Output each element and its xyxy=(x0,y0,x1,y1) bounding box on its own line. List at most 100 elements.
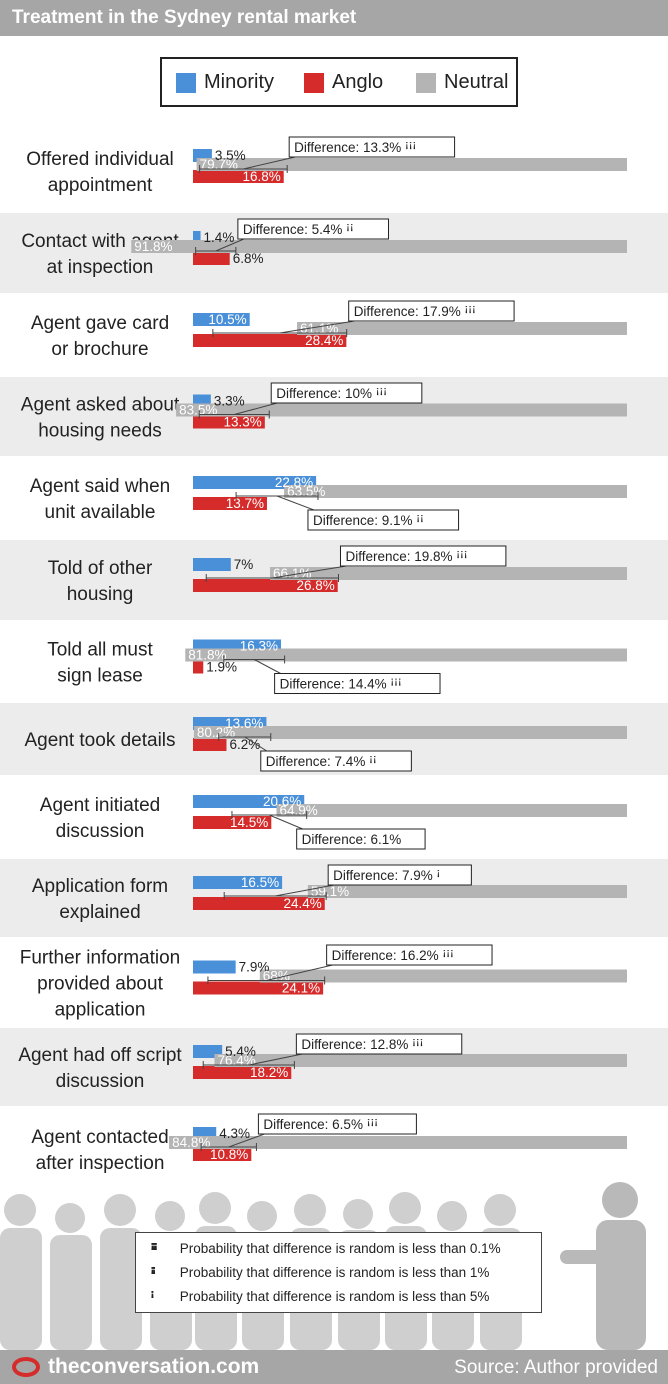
label-minority: 4.3% xyxy=(219,1126,250,1141)
category-label: discussion xyxy=(56,1071,145,1092)
category-label: Agent said when xyxy=(30,476,171,497)
key-text: Probability that difference is random is… xyxy=(179,1289,490,1304)
pin-icon-single: ꜟ xyxy=(150,1288,155,1304)
label-anglo: 26.8% xyxy=(296,578,334,593)
callout-pointer xyxy=(272,565,347,579)
category-label: Agent took details xyxy=(24,730,175,751)
bar-anglo xyxy=(193,170,284,183)
category-label: Agent initiated xyxy=(40,795,160,816)
label-neutral: 83.5% xyxy=(179,403,217,418)
difference-label: Difference: 7.9% ꜟ xyxy=(333,868,440,883)
bar-minority xyxy=(193,231,201,244)
bar-anglo xyxy=(193,1148,252,1161)
bar-neutral xyxy=(297,322,627,335)
callout-pointer xyxy=(269,814,303,830)
label-minority: 22.8% xyxy=(275,475,313,490)
category-label: Agent asked about xyxy=(21,395,180,416)
label-minority: 3.5% xyxy=(215,148,246,163)
bar-anglo xyxy=(193,660,204,674)
label-anglo: 28.4% xyxy=(305,333,343,348)
bar-minority xyxy=(193,960,236,974)
label-neutral: 84.8% xyxy=(172,1135,210,1150)
label-minority: 16.5% xyxy=(241,875,279,890)
category-label: Agent gave card xyxy=(31,313,169,334)
label-anglo: 18.2% xyxy=(250,1065,288,1080)
callout-pointer xyxy=(266,964,333,981)
category-label: discussion xyxy=(56,821,145,842)
category-label: application xyxy=(55,1000,146,1021)
bar-minority xyxy=(193,876,283,889)
bar-neutral xyxy=(176,403,627,417)
category-label: Told all must xyxy=(47,640,153,661)
category-label: Agent contacted xyxy=(31,1127,168,1148)
source-note: Source: Author provided xyxy=(454,1357,658,1378)
callout-pointer xyxy=(253,659,281,674)
bar-neutral xyxy=(196,158,627,171)
difference-label: Difference: 17.9% ꜟꜟꜟ xyxy=(354,304,476,319)
chart-title: Treatment in the Sydney rental market xyxy=(12,7,357,28)
legend-label-anglo: Anglo xyxy=(332,71,384,93)
label-anglo: 24.4% xyxy=(283,896,321,911)
bar-neutral xyxy=(284,485,627,498)
difference-label: Difference: 6.5% ꜟꜟꜟ xyxy=(263,1117,378,1132)
callout-pointer xyxy=(243,156,296,170)
category-label: unit available xyxy=(45,502,156,523)
difference-callout xyxy=(270,382,423,404)
label-minority: 7.9% xyxy=(239,960,270,975)
legend-swatch-neutral xyxy=(416,73,436,93)
bar-minority xyxy=(193,313,250,326)
difference-callout xyxy=(274,673,441,694)
callout-pointer xyxy=(275,884,335,897)
category-label: explained xyxy=(59,902,140,923)
category-label: Told of other xyxy=(48,558,153,579)
category-label: housing xyxy=(67,584,134,605)
label-minority: 16.3% xyxy=(240,639,278,654)
category-label: or brochure xyxy=(51,339,148,360)
key-text: Probability that difference is random is… xyxy=(179,1265,490,1280)
difference-label: Difference: 6.1% xyxy=(302,832,402,847)
label-neutral: 64.9% xyxy=(280,803,318,818)
label-anglo: 13.3% xyxy=(224,415,262,430)
difference-callout xyxy=(326,944,493,966)
category-label: provided about xyxy=(37,974,163,995)
key-row-5: ꜟ Probability that difference is random … xyxy=(150,1288,489,1308)
label-anglo: 6.8% xyxy=(233,251,264,266)
label-minority: 13.6% xyxy=(225,716,263,731)
key-text: Probability that difference is random is… xyxy=(179,1241,501,1256)
category-label: appointment xyxy=(48,175,153,196)
difference-label: Difference: 7.4% ꜟꜟ xyxy=(266,754,377,769)
bar-anglo xyxy=(193,334,347,347)
pin-icon-double: ꜟꜟ xyxy=(150,1264,156,1280)
label-minority: 7% xyxy=(234,557,254,572)
difference-callout xyxy=(307,509,460,531)
brand-link[interactable]: theconversation.com xyxy=(48,1355,260,1378)
bar-neutral xyxy=(259,969,627,983)
difference-callout xyxy=(260,750,412,772)
callout-pointer xyxy=(248,1053,303,1066)
label-neutral: 81.8% xyxy=(188,648,226,663)
title-bar: Treatment in the Sydney rental market xyxy=(0,0,668,36)
callout-pointer xyxy=(276,495,315,511)
key-row-1: ꜟꜟ Probability that difference is random… xyxy=(150,1264,489,1284)
category-label: housing needs xyxy=(38,421,162,442)
bar-anglo xyxy=(193,897,325,910)
difference-callout xyxy=(288,136,456,158)
label-minority: 5.4% xyxy=(225,1044,256,1059)
label-minority: 1.4% xyxy=(204,230,235,245)
bar-neutral xyxy=(307,885,627,898)
category-label: Application form xyxy=(32,876,168,897)
bar-anglo xyxy=(193,415,265,429)
difference-callout xyxy=(339,545,507,567)
difference-callout xyxy=(327,864,472,886)
bar-anglo xyxy=(193,252,230,265)
label-anglo: 14.5% xyxy=(230,815,268,830)
difference-label: Difference: 12.8% ꜟꜟꜟ xyxy=(301,1037,423,1052)
label-minority: 3.3% xyxy=(214,394,245,409)
bar-neutral xyxy=(131,240,627,253)
difference-label: Difference: 10% ꜟꜟꜟ xyxy=(276,386,387,401)
bar-anglo xyxy=(193,816,272,829)
difference-label: Difference: 16.2% ꜟꜟꜟ xyxy=(332,948,454,963)
bar-anglo xyxy=(193,981,324,995)
bar-neutral xyxy=(214,1054,627,1067)
callout-pointer xyxy=(234,402,278,415)
